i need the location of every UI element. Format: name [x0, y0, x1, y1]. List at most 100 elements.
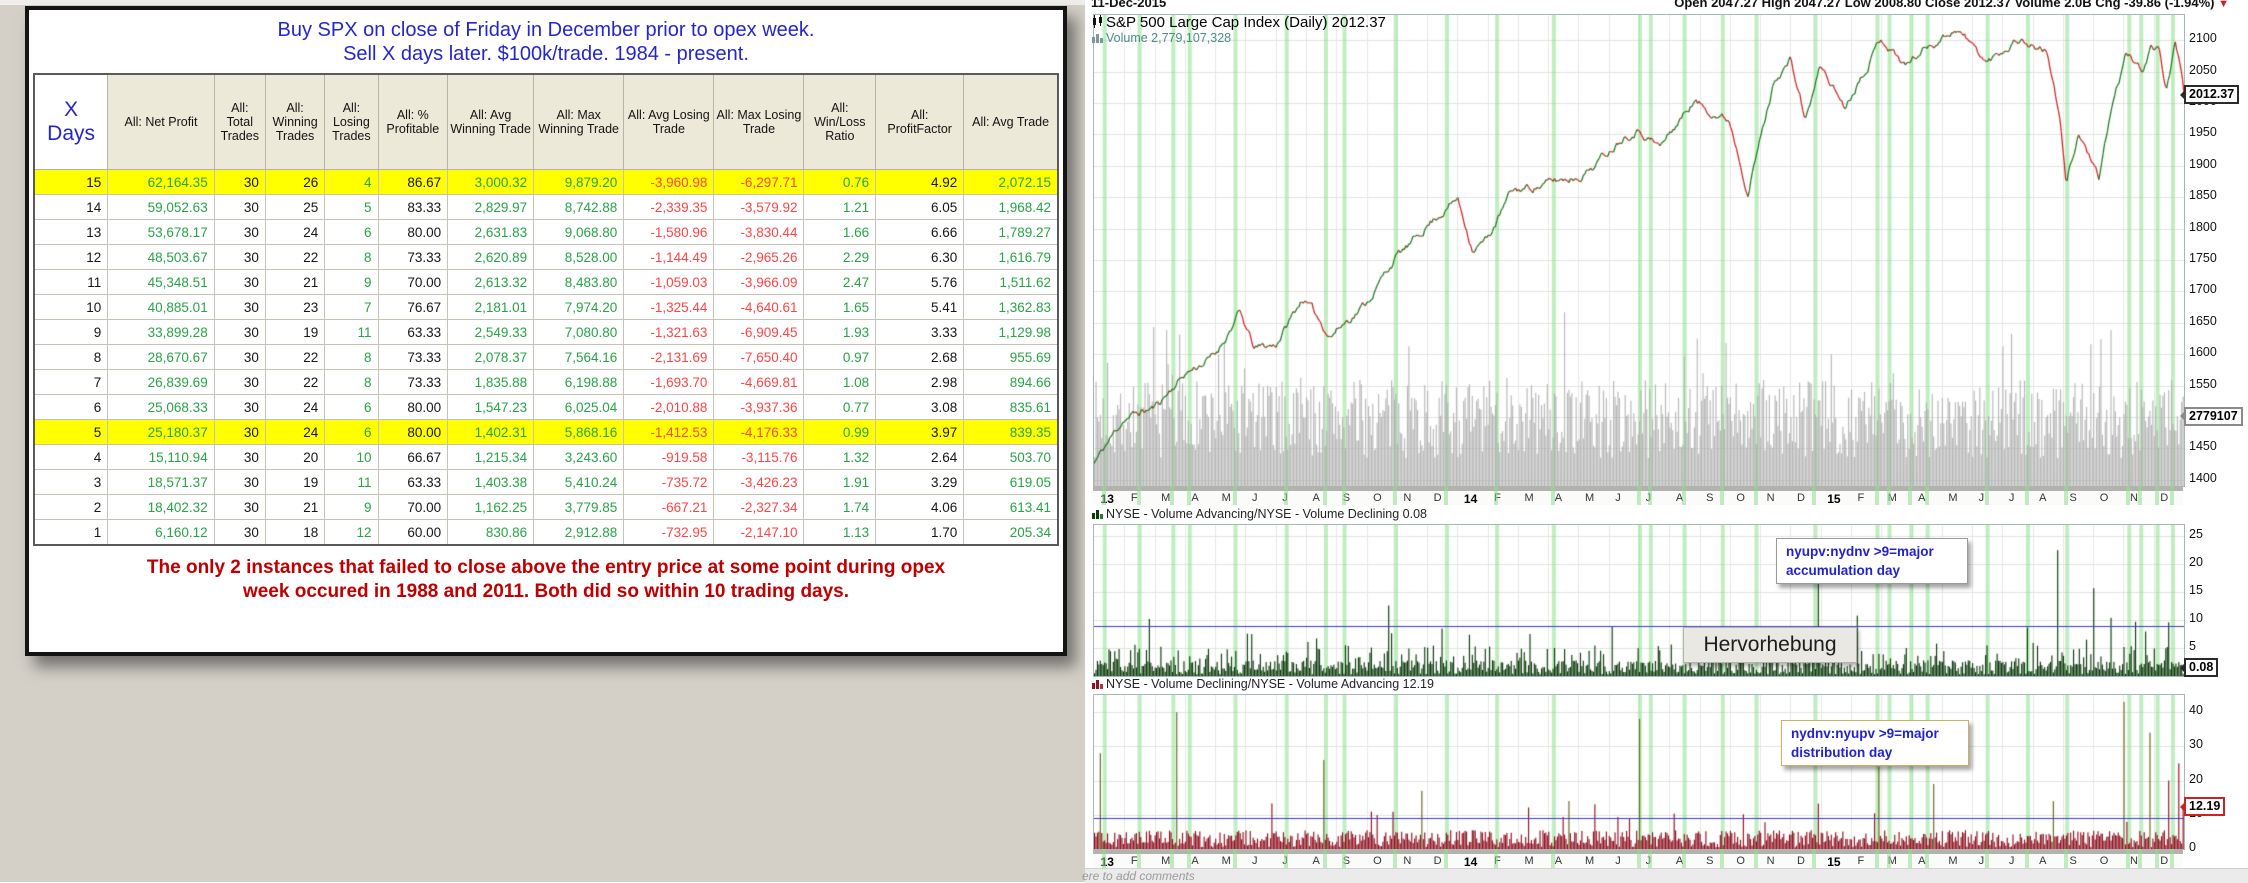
month-label: J: [1615, 855, 1621, 867]
signal-band: [1636, 849, 1641, 868]
price-chart-canvas: [1094, 15, 2184, 486]
signal-band: [1681, 849, 1686, 868]
table-cell: 6,025.04: [533, 394, 625, 420]
table-cell: 1,215.34: [447, 444, 535, 470]
table-cell: 80.00: [377, 394, 449, 420]
col-header-2: All: Total Trades: [213, 73, 266, 170]
table-cell: 30: [213, 319, 266, 345]
signal-band: [1322, 849, 1327, 868]
table-cell: -1,325.44: [623, 294, 715, 320]
table-row: 6 25,068.33 30 24 6 80.00 1,547.23 6,025.04 -2,0…: [33, 394, 1059, 420]
month-label: N: [2130, 492, 2138, 504]
table-cell: 1,362.83: [963, 294, 1059, 320]
table-cell: -1,144.49: [623, 244, 715, 270]
price-axis-tick: 1750: [2189, 250, 2217, 265]
table-cell: 13: [33, 219, 109, 245]
table-cell: 30: [213, 469, 266, 495]
table-cell: 30: [213, 169, 266, 195]
table-cell: 33,899.28: [107, 319, 215, 345]
table-cell: 30: [213, 444, 266, 470]
signal-band: [1753, 849, 1758, 868]
price-axis-tick: 2050: [2189, 62, 2217, 77]
signal-band: [1886, 849, 1891, 868]
month-label: M: [1524, 855, 1534, 867]
volume-bars-icon: [1092, 34, 1103, 43]
chart-title: S&P 500 Large Cap Index (Daily) 2012.37: [1092, 14, 1386, 31]
signal-band: [2154, 486, 2159, 505]
month-label: J: [1978, 492, 1985, 504]
table-cell: 1,162.25: [447, 494, 535, 520]
stockchart-section: 11-Dec-2015 Open 2047.27 High 2047.27 Lo…: [1082, 0, 2248, 883]
last-price-tag: 2012.37: [2179, 85, 2240, 105]
table-cell: 30: [213, 219, 266, 245]
price-axis-tick: 1900: [2189, 156, 2217, 171]
ohlc-topline: 11-Dec-2015 Open 2047.27 High 2047.27 Lo…: [1091, 0, 2243, 12]
month-label: O: [1373, 492, 1382, 504]
table-cell: 18,402.32: [107, 494, 215, 520]
adv-axis-tick: 15: [2189, 583, 2203, 598]
table-cell: 5,868.16: [533, 419, 625, 445]
signal-band: [2169, 486, 2174, 505]
table-cell: -3,960.98: [623, 169, 715, 195]
signal-band: [1874, 849, 1879, 868]
table-cell: 1,547.23: [447, 394, 535, 420]
price-axis-tick: 1700: [2189, 282, 2217, 297]
signal-band: [1908, 849, 1913, 868]
table-cell: 59,052.63: [107, 194, 215, 220]
table-cell: 955.69: [963, 344, 1059, 370]
table-cell: 73.33: [377, 369, 449, 395]
signal-band: [1392, 849, 1397, 868]
table-cell: 7: [33, 369, 109, 395]
declining-ratio-canvas: [1094, 695, 2184, 849]
signal-band: [1874, 486, 1879, 505]
month-label: M: [1161, 855, 1171, 867]
table-row: 10 40,885.01 30 23 7 76.67 2,181.01 7,974.20 -1,…: [33, 294, 1059, 320]
table-cell: 10: [33, 294, 109, 320]
table-cell: 3.33: [875, 319, 965, 345]
signal-band: [1232, 486, 1237, 505]
month-label: A: [2039, 855, 2047, 867]
table-row: 7 26,839.69 30 22 8 73.33 1,835.88 6,198.88 -1,6…: [33, 369, 1059, 395]
table-cell: 3,779.85: [533, 494, 625, 520]
table-cell: 8,483.80: [533, 269, 625, 295]
table-row: 3 18,571.37 30 19 11 63.33 1,403.38 5,410.24 -73…: [33, 469, 1059, 495]
table-cell: 30: [213, 269, 266, 295]
table-cell: 3.29: [875, 469, 965, 495]
advancing-ratio-panel: [1093, 524, 2185, 677]
table-cell: 4: [33, 444, 109, 470]
table-cell: 8: [324, 344, 379, 370]
month-label: M: [1887, 855, 1897, 867]
signal-band: [1443, 486, 1448, 505]
signal-band: [2138, 486, 2143, 505]
table-cell: 18,571.37: [107, 469, 215, 495]
table-cell: 6: [324, 219, 379, 245]
table-cell: 63.33: [377, 469, 449, 495]
table-cell: 30: [213, 494, 266, 520]
table-cell: 23: [264, 294, 326, 320]
table-cell: -3,426.23: [713, 469, 805, 495]
table-cell: -2,131.69: [623, 344, 715, 370]
month-label: F: [1857, 492, 1865, 504]
month-label: S: [1342, 855, 1351, 867]
table-cell: 73.33: [377, 344, 449, 370]
table-cell: 1.21: [803, 194, 877, 220]
price-axis-tick: 1450: [2189, 439, 2217, 454]
add-comments-link[interactable]: ere to add comments: [1082, 869, 1195, 883]
table-cell: -1,059.03: [623, 269, 715, 295]
table-cell: 8: [324, 369, 379, 395]
table-row: 14 59,052.63 30 25 5 83.33 2,829.97 8,742.88 -2,…: [33, 194, 1059, 220]
table-cell: -919.58: [623, 444, 715, 470]
table-cell: 8: [33, 344, 109, 370]
price-axis-tick: 2100: [2189, 31, 2217, 46]
month-label: A: [1554, 492, 1563, 504]
table-cell: 2.64: [875, 444, 965, 470]
table-cell: 30: [213, 244, 266, 270]
table-cell: 15,110.94: [107, 444, 215, 470]
signal-band: [1984, 486, 1989, 505]
month-label: J: [1615, 492, 1621, 504]
table-row: 9 33,899.28 30 19 11 63.33 2,549.33 7,080.80 -1,…: [33, 319, 1059, 345]
table-cell: 30: [213, 294, 266, 320]
table-cell: 3.08: [875, 394, 965, 420]
table-cell: 0.99: [803, 419, 877, 445]
footnote: The only 2 instances that failed to clos…: [29, 556, 1063, 604]
